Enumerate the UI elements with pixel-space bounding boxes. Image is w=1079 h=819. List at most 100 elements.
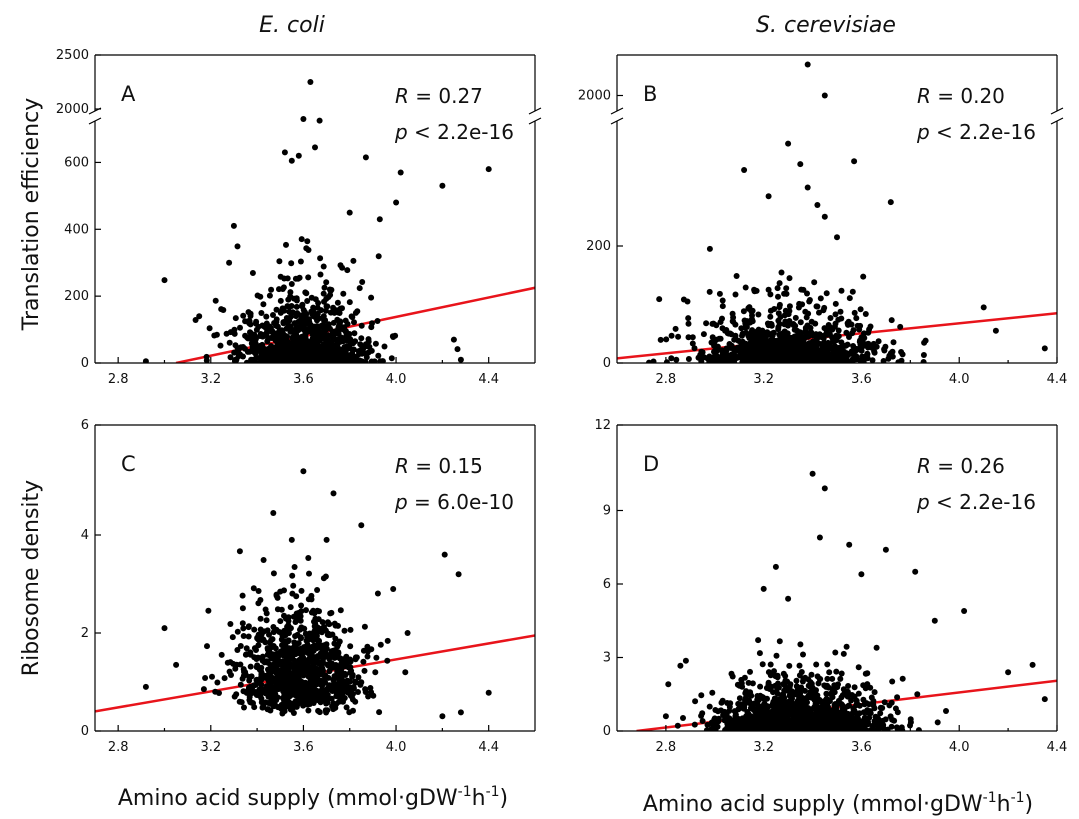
data-point [774,674,781,681]
points-B [646,61,1048,363]
data-point [807,709,814,716]
y-tick-label: 3 [603,651,611,666]
data-point [862,353,869,360]
data-point [324,619,331,626]
y-tick-label: 2 [81,626,89,641]
data-point [375,253,382,260]
data-point [286,645,293,652]
column-title-ecoli: E. coli [259,13,325,38]
axis-break-mark [528,117,542,125]
data-point [234,628,241,635]
data-point [258,350,265,357]
data-point [266,648,273,655]
data-point [364,643,371,650]
data-point [831,336,838,343]
data-point [202,675,209,681]
data-point [289,671,295,678]
data-point [816,309,822,316]
y-tick-label: 0 [81,356,89,371]
data-point [829,675,836,682]
data-point [246,674,253,680]
data-point [330,304,337,311]
data-point [300,318,306,325]
data-point [318,354,325,361]
data-point [358,522,365,529]
data-point [767,357,774,363]
data-point [337,318,344,325]
data-point [775,310,782,317]
data-point [274,343,281,350]
data-point [830,722,837,729]
data-point [760,585,767,592]
data-point [833,668,840,675]
data-point [326,286,333,293]
data-point [728,723,735,730]
data-point [890,339,897,346]
data-point [768,321,775,328]
data-point [751,286,758,293]
data-point [698,692,705,699]
data-point [485,689,492,696]
data-point [713,354,720,361]
data-point [897,323,904,330]
data-point [293,610,300,617]
data-point [321,677,328,684]
data-point [810,727,817,731]
data-point [212,688,219,695]
data-point [853,697,860,704]
data-point [782,720,789,727]
data-point [303,245,310,252]
data-point [283,241,289,248]
data-point [741,674,748,681]
data-point [251,349,258,356]
data-point [439,713,446,720]
data-point [274,334,281,341]
data-point [857,306,864,313]
data-point [321,651,328,658]
data-point [311,323,318,330]
data-point [846,541,853,548]
data-point [845,321,851,328]
data-point [350,685,357,692]
data-point [258,310,265,316]
data-point [759,341,766,348]
data-point [390,334,397,340]
data-point [733,273,740,279]
data-point [269,655,276,662]
data-point [439,182,446,189]
data-point [754,696,761,703]
data-point [273,306,280,313]
data-point [776,280,783,287]
data-point [223,330,230,337]
data-point [295,673,302,680]
data-point [161,277,168,284]
data-point [279,694,286,701]
data-point [685,320,692,327]
data-point [824,675,831,682]
data-point [327,292,334,298]
axis-break-mark [1050,117,1064,125]
data-point [231,330,238,337]
column-title-scerevisiae: S. cerevisiae [756,13,896,38]
data-point [889,678,896,685]
data-point [782,673,789,679]
data-point [718,707,724,714]
data-point [289,678,296,685]
stat-p: p < 2.2e-16 [394,120,514,144]
x-tick-label: 4.0 [949,740,970,755]
data-point [281,681,288,688]
y-tick-label: 6 [603,577,611,592]
data-point [282,632,289,639]
data-point [192,317,199,323]
data-point [882,546,889,553]
data-point [361,667,368,674]
data-point [317,255,324,262]
data-point [749,328,756,335]
data-point [786,335,793,342]
data-point [755,637,762,644]
data-point [943,708,949,714]
data-point [302,630,309,637]
data-point [259,322,266,329]
data-point [805,333,812,340]
data-point [251,645,258,652]
